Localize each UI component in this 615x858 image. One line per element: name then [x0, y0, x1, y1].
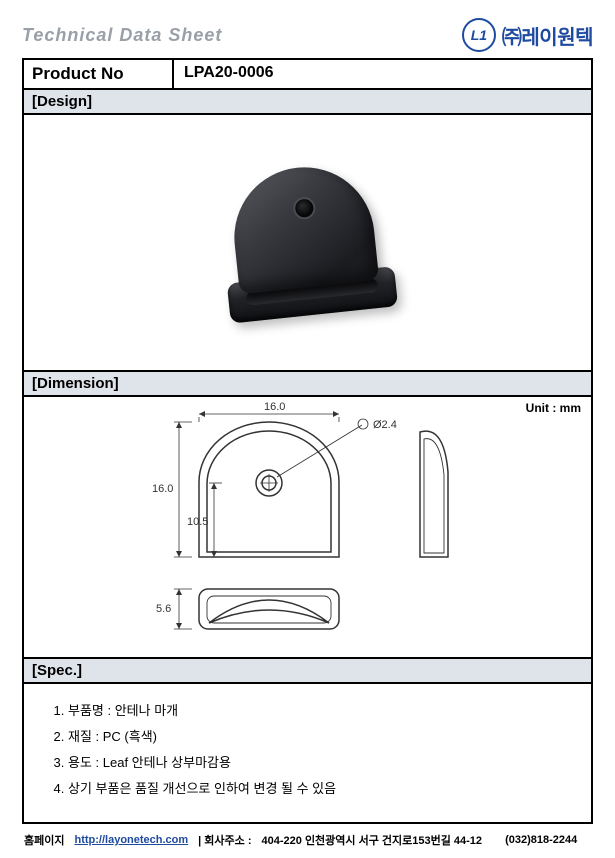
spec-item: 부품명 : 안테나 마개	[68, 698, 571, 724]
doc-title: Technical Data Sheet	[22, 25, 222, 46]
spec-item: 용도 : Leaf 안테나 상부마감용	[68, 750, 571, 776]
section-design-header: [Design]	[24, 90, 591, 115]
dim-hole-dia: Ø2.4	[373, 419, 397, 431]
spec-panel: 부품명 : 안테나 마개 재질 : PC (흑색) 용도 : Leaf 안테나 …	[24, 684, 591, 822]
unit-label: Unit : mm	[526, 401, 581, 415]
section-dimension-header: [Dimension]	[24, 370, 591, 397]
footer-address: 404-220 인천광역시 서구 건지로153번길 44-12	[262, 832, 483, 848]
brand: L1 ㈜레이원텍	[462, 18, 593, 52]
side-inner	[424, 439, 444, 553]
page-footer: 홈페이지 http://layonetech.com | 회사주소 : 404-…	[22, 832, 593, 848]
dim-width: 16.0	[264, 401, 285, 413]
product-row: Product No LPA20-0006	[24, 60, 591, 90]
footer-phone: (032)818-2244	[505, 834, 577, 846]
design-photo-panel	[24, 115, 591, 370]
product-no-value: LPA20-0006	[174, 60, 591, 88]
spec-item: 재질 : PC (흑색)	[68, 724, 571, 750]
brand-logo-icon: L1	[462, 18, 496, 52]
product-photo	[215, 154, 401, 331]
footer-url-link[interactable]: http://layonetech.com	[74, 834, 188, 846]
cap-top-shape	[227, 160, 379, 294]
datasheet-page: Technical Data Sheet L1 ㈜레이원텍 Product No…	[0, 0, 615, 858]
page-header: Technical Data Sheet L1 ㈜레이원텍	[22, 18, 593, 52]
dim-hole-offset: 10.5	[187, 516, 208, 528]
dimension-panel: Unit : mm	[24, 397, 591, 657]
dia-marker	[358, 419, 368, 429]
footer-address-label: | 회사주소 :	[198, 832, 251, 848]
end-arch	[209, 600, 329, 623]
company-name: ㈜레이원텍	[502, 21, 593, 50]
dim-height: 16.0	[152, 483, 173, 495]
section-spec-header: [Spec.]	[24, 657, 591, 684]
product-no-label: Product No	[24, 60, 174, 88]
spec-item: 상기 부품은 품질 개선으로 인하여 변경 될 수 있음	[68, 776, 571, 802]
datasheet-frame: Product No LPA20-0006 [Design] [Dimensio…	[22, 58, 593, 824]
dim-end-height: 5.6	[156, 603, 171, 615]
spec-list: 부품명 : 안테나 마개 재질 : PC (흑색) 용도 : Leaf 안테나 …	[50, 698, 571, 802]
footer-home-label: 홈페이지	[24, 832, 64, 848]
dimension-drawing: 16.0 Ø2.4 16.0	[24, 397, 593, 657]
